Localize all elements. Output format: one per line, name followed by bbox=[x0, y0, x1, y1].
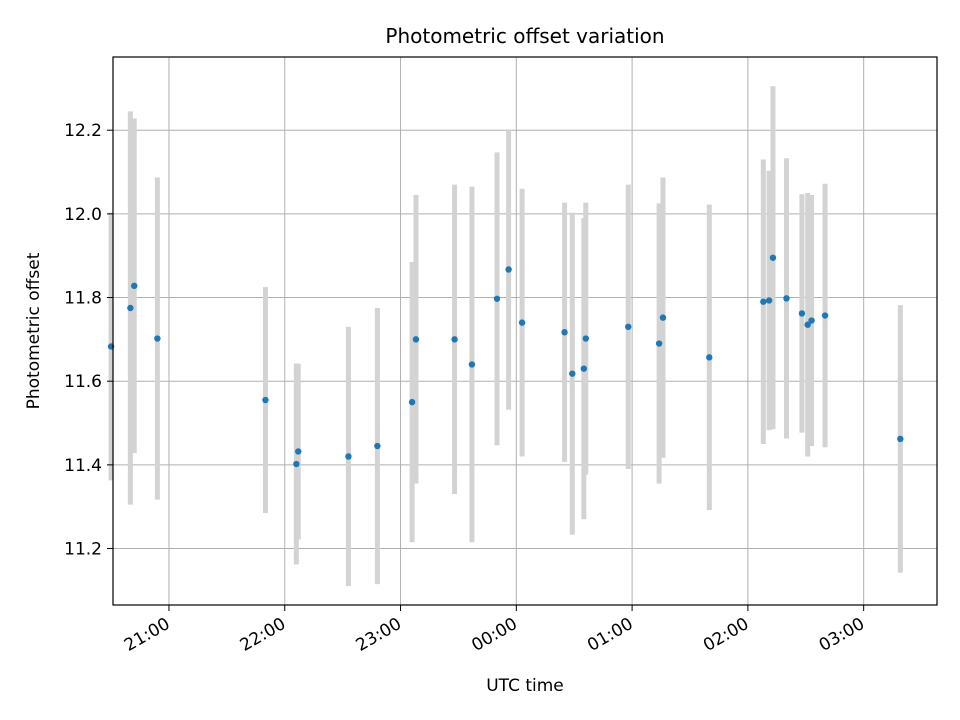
x-axis-ticks: 21:00 22:00 23:00 00:00 01:00 02:00 03:00 bbox=[121, 605, 868, 656]
data-point bbox=[131, 282, 138, 290]
data-point bbox=[897, 435, 904, 443]
data-point bbox=[293, 460, 300, 468]
data-point bbox=[808, 317, 815, 324]
data-point bbox=[374, 442, 381, 450]
data-point bbox=[769, 254, 777, 261]
data-point bbox=[659, 314, 667, 321]
data-point bbox=[760, 298, 767, 305]
x-tick-label: 23:00 bbox=[353, 614, 405, 656]
x-tick-label: 21:00 bbox=[121, 614, 173, 656]
data-point bbox=[127, 304, 134, 312]
data-point bbox=[625, 323, 632, 331]
data-point bbox=[468, 361, 476, 368]
y-tick-label: 11.4 bbox=[64, 456, 102, 476]
data-point bbox=[412, 336, 420, 343]
y-axis-label: Photometric offset bbox=[24, 252, 44, 409]
x-tick-label: 01:00 bbox=[584, 614, 636, 656]
data-point bbox=[765, 297, 773, 304]
x-tick-label: 02:00 bbox=[700, 614, 752, 656]
data-point bbox=[580, 365, 588, 372]
data-point bbox=[804, 321, 811, 328]
chart-title: Photometric offset variation bbox=[385, 24, 664, 48]
x-tick-label: 22:00 bbox=[237, 614, 289, 656]
y-tick-label: 12.2 bbox=[64, 121, 102, 141]
y-tick-label: 11.2 bbox=[64, 540, 102, 560]
error-bars bbox=[108, 86, 903, 587]
data-point bbox=[295, 448, 302, 455]
data-point bbox=[798, 310, 806, 317]
plot-frame bbox=[112, 56, 938, 606]
data-point bbox=[821, 312, 829, 319]
y-axis-ticks: 11.2 11.4 11.6 11.8 12.0 12.2 bbox=[64, 121, 113, 560]
x-axis-label: UTC time bbox=[486, 676, 564, 696]
y-tick-label: 11.8 bbox=[64, 289, 102, 309]
y-tick-label: 12.0 bbox=[64, 205, 102, 225]
data-point bbox=[493, 295, 501, 302]
data-point bbox=[706, 354, 713, 361]
x-tick-label: 03:00 bbox=[816, 614, 868, 656]
data-point bbox=[569, 370, 576, 377]
data-point bbox=[783, 295, 790, 302]
data-point bbox=[505, 266, 512, 273]
data-point bbox=[408, 398, 416, 406]
data-point bbox=[561, 329, 568, 336]
data-point bbox=[518, 319, 526, 326]
data-point bbox=[655, 340, 663, 347]
data-point bbox=[154, 335, 161, 342]
data-point bbox=[262, 396, 269, 404]
y-tick-label: 11.6 bbox=[64, 372, 102, 392]
x-tick-label: 00:00 bbox=[468, 614, 520, 656]
data-point bbox=[582, 335, 589, 342]
data-point bbox=[451, 336, 458, 343]
data-point bbox=[345, 453, 352, 460]
